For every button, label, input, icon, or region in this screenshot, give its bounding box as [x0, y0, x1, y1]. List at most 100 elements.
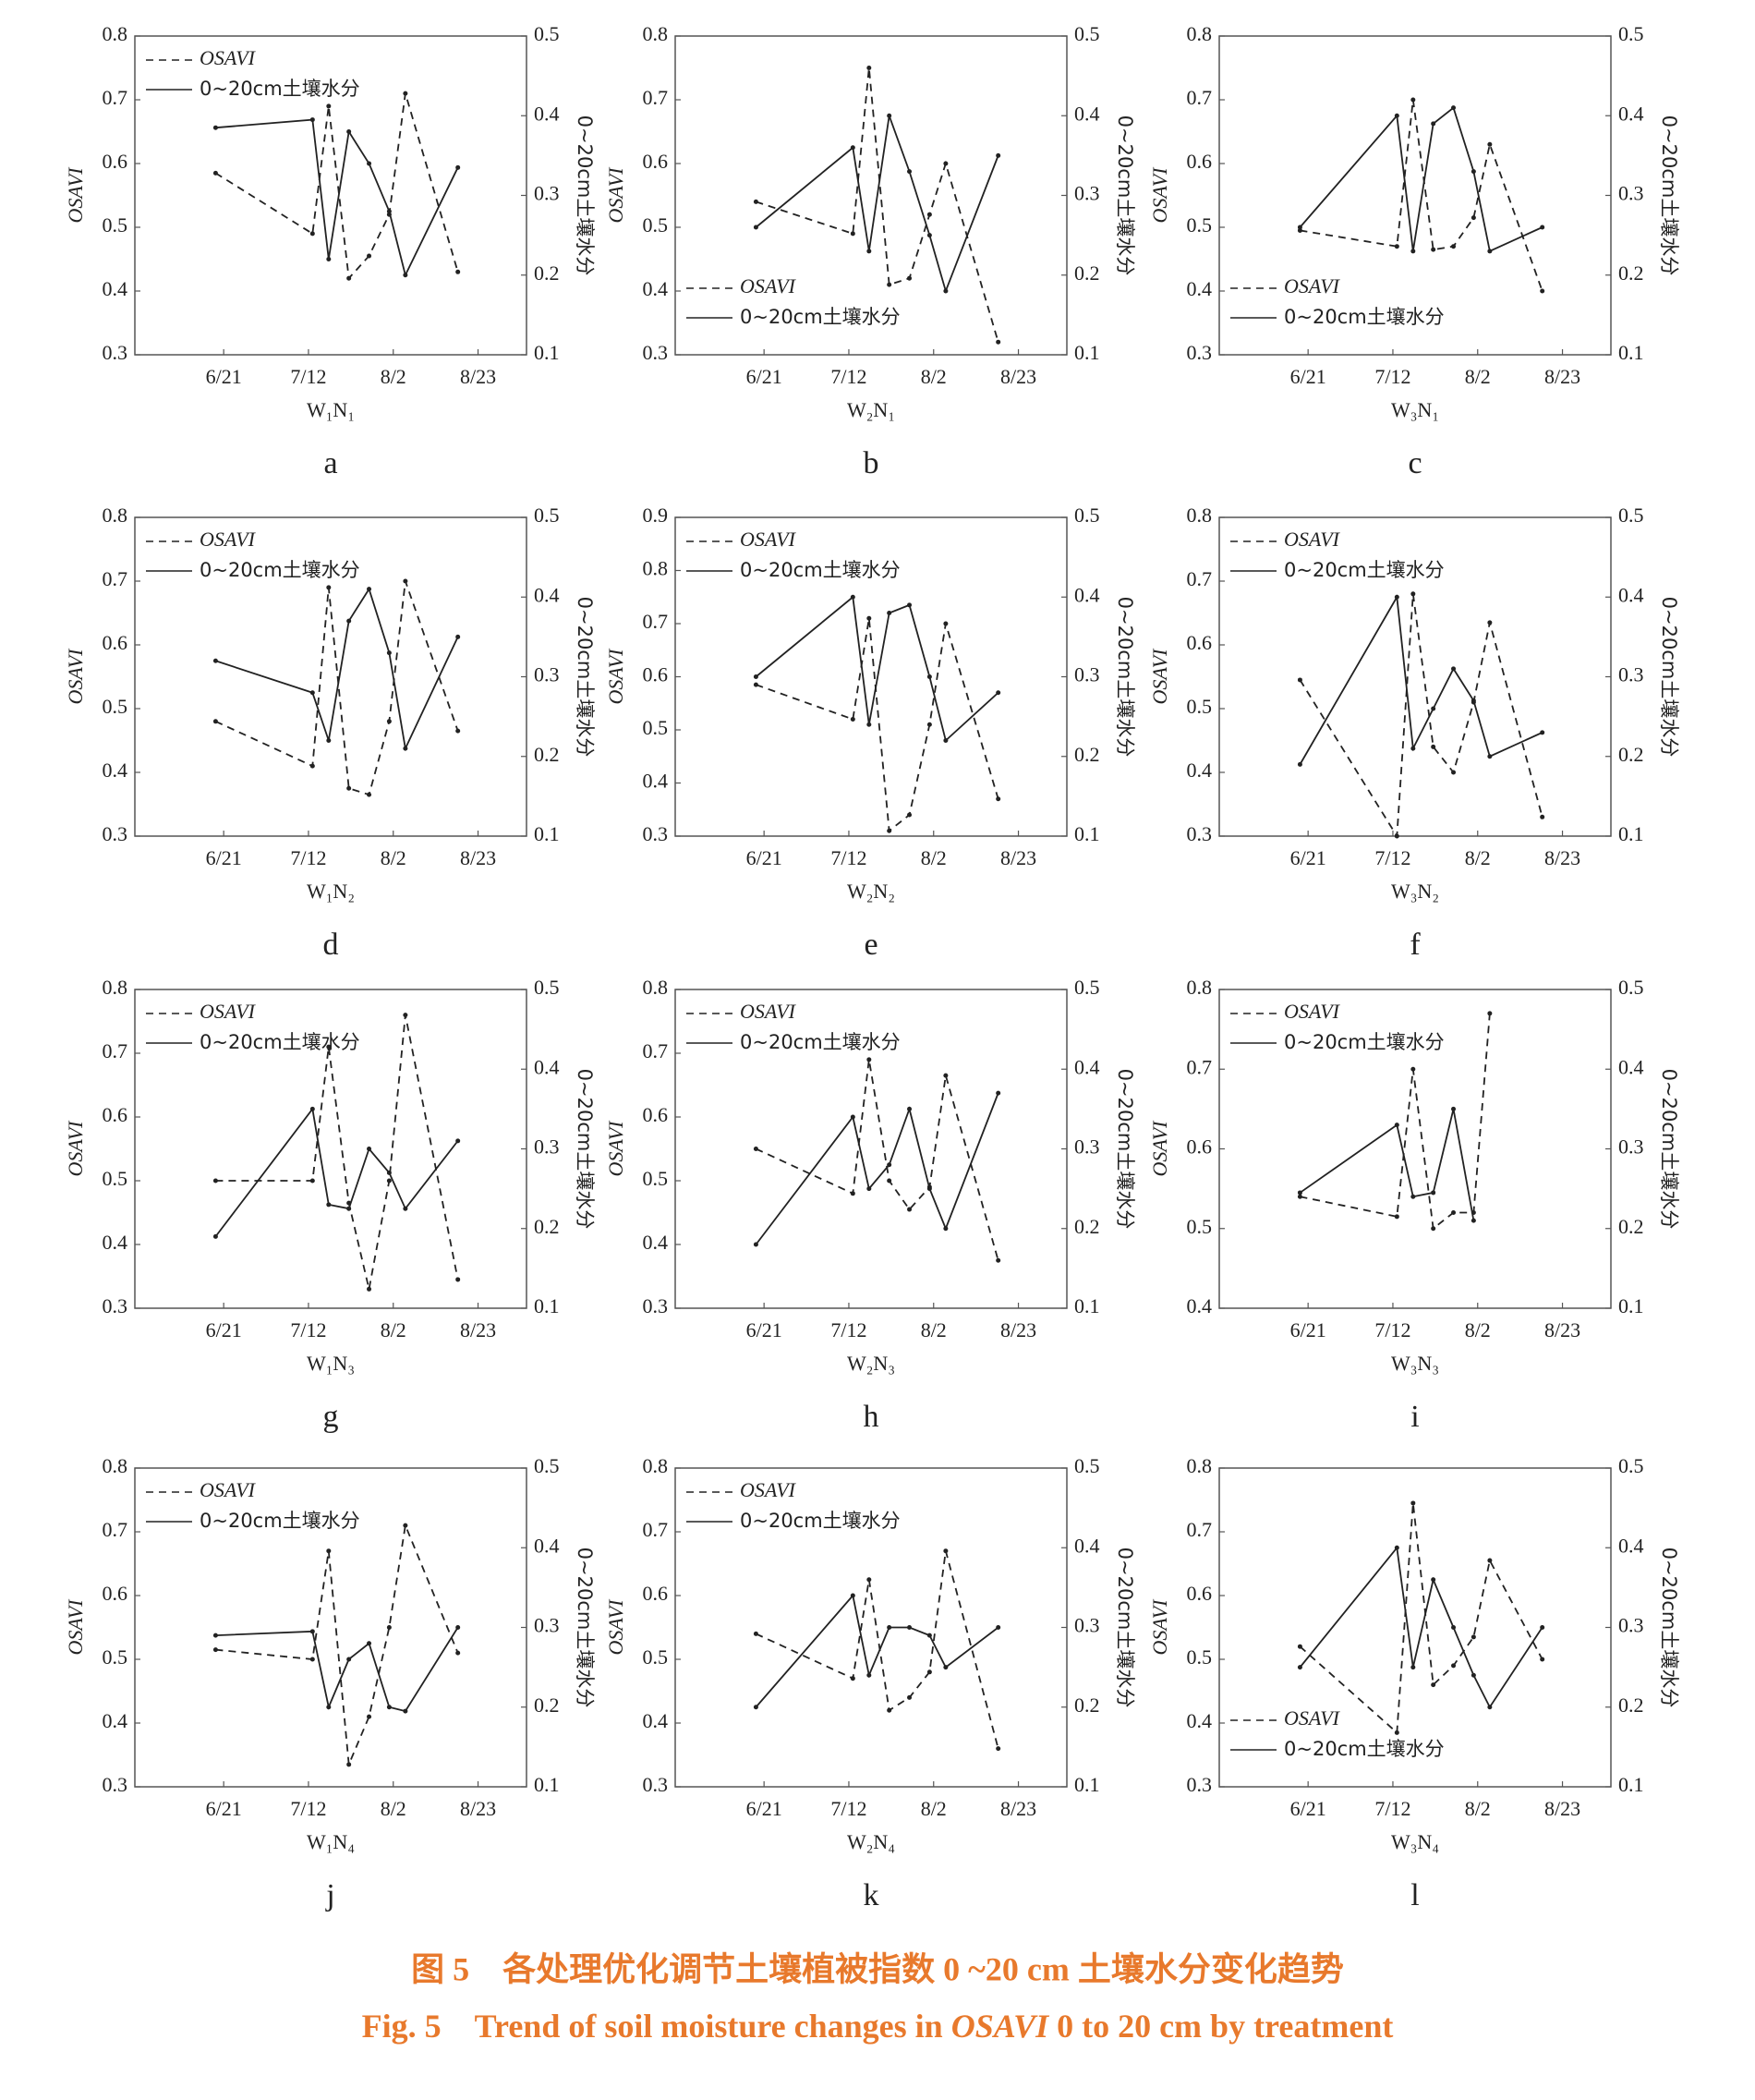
- data-point: [1297, 761, 1302, 767]
- y-tick-label: 0.4: [103, 277, 128, 300]
- series-line: [755, 1092, 999, 1245]
- series-line: [756, 618, 999, 832]
- y2-tick-label: 0.2: [1618, 1215, 1644, 1238]
- data-point: [346, 785, 352, 791]
- data-point: [926, 1633, 932, 1638]
- legend-label: OSAVI: [740, 1000, 797, 1023]
- x-tick-label: 8/2: [1465, 846, 1491, 869]
- data-point: [386, 650, 392, 656]
- data-point: [866, 1577, 872, 1583]
- subplot: 0.3 0.4 0.5 0.6 0.7 0.8 0.1 0.2 0.3 0.4 0.5 6/21 7/1…: [64, 1454, 596, 1912]
- y-tick-label: 0.4: [1187, 759, 1213, 782]
- y-tick-label: 0.7: [643, 1039, 669, 1062]
- data-point: [326, 1548, 332, 1554]
- x-axis-label: W₁N₄: [307, 1830, 355, 1853]
- y-tick-label: 0.5: [103, 1167, 128, 1190]
- data-point: [386, 1625, 392, 1630]
- y2-axis-label: 0~20cm土壤水分: [574, 1548, 596, 1708]
- data-point: [386, 1170, 392, 1175]
- data-point: [403, 273, 408, 278]
- y-tick-label: 0.7: [103, 1039, 128, 1062]
- data-point: [926, 674, 932, 679]
- y-axis-label: OSAVI: [1148, 166, 1171, 224]
- data-point: [212, 1233, 218, 1239]
- data-point: [309, 231, 315, 237]
- data-point: [212, 125, 218, 130]
- panel-label: f: [1410, 928, 1421, 962]
- data-point: [1471, 698, 1476, 703]
- y-tick-label: 0.6: [643, 1103, 669, 1126]
- y-tick-label: 0.8: [643, 976, 669, 999]
- data-point: [1410, 249, 1416, 254]
- y-tick-label: 0.4: [643, 1231, 669, 1254]
- subplot: 0.3 0.4 0.5 0.6 0.7 0.8 0.1 0.2 0.3 0.4 0.5 6/21 7/1…: [604, 976, 1136, 1434]
- data-point: [996, 690, 1001, 696]
- x-tick-label: 7/12: [830, 846, 866, 869]
- y2-tick-label: 0.3: [1074, 1614, 1100, 1637]
- data-point: [403, 91, 408, 96]
- y-tick-label: 0.8: [1187, 1454, 1213, 1477]
- x-tick-label: 8/2: [381, 1318, 406, 1341]
- legend-label: 0~20cm土壤水分: [200, 1031, 360, 1053]
- y2-tick-label: 0.4: [1618, 1534, 1644, 1557]
- x-tick-label: 6/21: [1290, 365, 1326, 388]
- panel-label: k: [864, 1878, 879, 1912]
- x-axis-label: W₁N₂: [307, 880, 355, 903]
- data-point: [887, 282, 892, 287]
- y-tick-label: 0.5: [643, 716, 669, 739]
- data-point: [887, 1625, 892, 1630]
- data-point: [1410, 1066, 1416, 1072]
- y2-tick-label: 0.1: [534, 1294, 560, 1317]
- y-tick-label: 0.7: [103, 1518, 128, 1541]
- data-point: [403, 1206, 408, 1211]
- data-point: [907, 602, 913, 608]
- y2-tick-label: 0.1: [1618, 822, 1644, 845]
- data-point: [996, 152, 1001, 158]
- y-tick-label: 0.6: [643, 663, 669, 686]
- y-tick-label: 0.4: [1187, 1294, 1213, 1317]
- y-tick-label: 0.3: [103, 1294, 128, 1317]
- series-line: [756, 1059, 999, 1261]
- y-tick-label: 0.5: [1187, 695, 1213, 718]
- y2-axis-label: 0~20cm土壤水分: [1114, 115, 1136, 276]
- data-point: [309, 117, 315, 123]
- legend-label: OSAVI: [200, 1478, 257, 1501]
- series-line: [1299, 594, 1543, 765]
- data-point: [1487, 249, 1493, 254]
- data-point: [1540, 1625, 1545, 1630]
- y-tick-label: 0.5: [103, 1645, 128, 1669]
- series-line: [1299, 1109, 1475, 1221]
- y-axis-label: OSAVI: [64, 1120, 87, 1177]
- data-point: [1451, 1625, 1457, 1630]
- data-point: [326, 738, 332, 743]
- y2-axis-label: 0~20cm土壤水分: [1658, 1069, 1680, 1230]
- y2-axis-label: 0~20cm土壤水分: [1658, 1548, 1680, 1708]
- data-point: [996, 339, 1001, 345]
- data-point: [403, 1013, 408, 1018]
- data-point: [403, 1708, 408, 1714]
- legend-label: 0~20cm土壤水分: [740, 559, 901, 581]
- y-tick-label: 0.8: [103, 976, 128, 999]
- data-point: [1410, 1194, 1416, 1199]
- data-point: [309, 763, 315, 769]
- y-tick-label: 0.8: [643, 557, 669, 580]
- x-tick-label: 8/23: [1544, 365, 1580, 388]
- data-point: [1540, 814, 1545, 819]
- y-tick-label: 0.8: [643, 1454, 669, 1477]
- data-point: [850, 145, 855, 151]
- y2-tick-label: 0.2: [1618, 1693, 1644, 1717]
- data-point: [1297, 1665, 1302, 1670]
- data-point: [1410, 97, 1416, 103]
- panel-label: i: [1410, 1400, 1419, 1434]
- legend-label: 0~20cm土壤水分: [1284, 1738, 1445, 1760]
- y2-tick-label: 0.2: [1074, 1693, 1100, 1717]
- y2-tick-label: 0.1: [1074, 341, 1100, 364]
- data-point: [455, 164, 461, 170]
- y2-tick-label: 0.5: [534, 1454, 560, 1477]
- data-point: [1540, 1657, 1545, 1662]
- data-point: [866, 615, 872, 621]
- data-point: [1297, 227, 1302, 233]
- x-tick-label: 8/23: [1544, 1318, 1580, 1341]
- x-tick-label: 6/21: [206, 1318, 242, 1341]
- data-point: [1540, 225, 1545, 230]
